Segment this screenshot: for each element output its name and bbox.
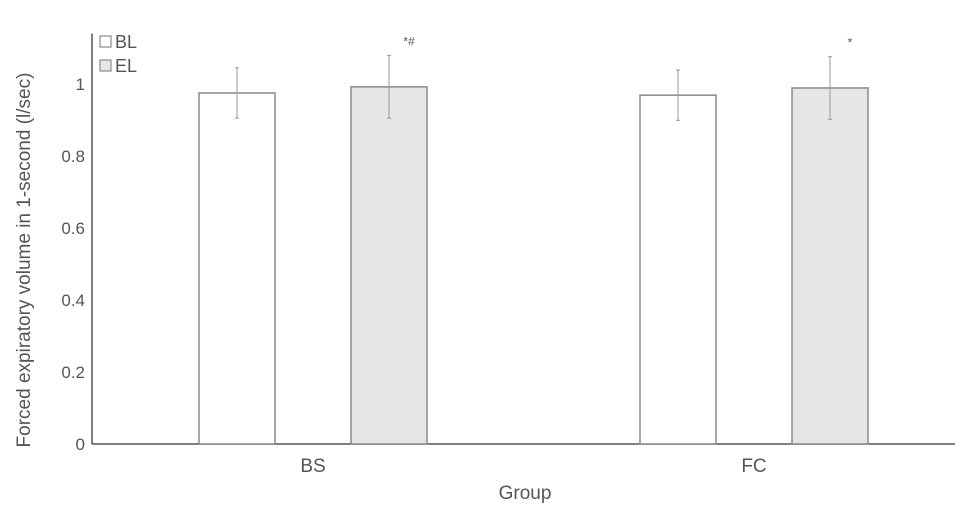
significance-annotation: * xyxy=(848,36,853,50)
x-axis-label: Group xyxy=(499,483,552,504)
x-tick-label: FC xyxy=(741,456,766,477)
legend-swatch-bl xyxy=(99,35,112,48)
y-tick-label: 0.8 xyxy=(61,147,85,166)
bars: *# * xyxy=(198,35,869,445)
y-axis-label: Forced expiratory volume in 1-second (l/… xyxy=(14,73,35,448)
y-tick-label: 0.2 xyxy=(61,363,85,382)
significance-annotation: *# xyxy=(403,35,415,49)
y-tick-label: 0.4 xyxy=(61,291,85,310)
bar-bl-fc xyxy=(639,94,717,445)
bar-el-bs xyxy=(350,86,428,445)
legend-label-bl: BL xyxy=(115,32,137,52)
legend-label-el: EL xyxy=(115,56,137,76)
bar-el-fc xyxy=(791,87,869,445)
legend: BL EL xyxy=(99,32,137,76)
x-tick-label: BS xyxy=(300,456,325,477)
y-tick-label: 1 xyxy=(76,75,85,94)
y-tick-label: 0.6 xyxy=(61,219,85,238)
bar-bl-bs xyxy=(198,92,276,445)
legend-swatch-el xyxy=(99,59,112,72)
y-tick-label: 0 xyxy=(76,435,85,454)
